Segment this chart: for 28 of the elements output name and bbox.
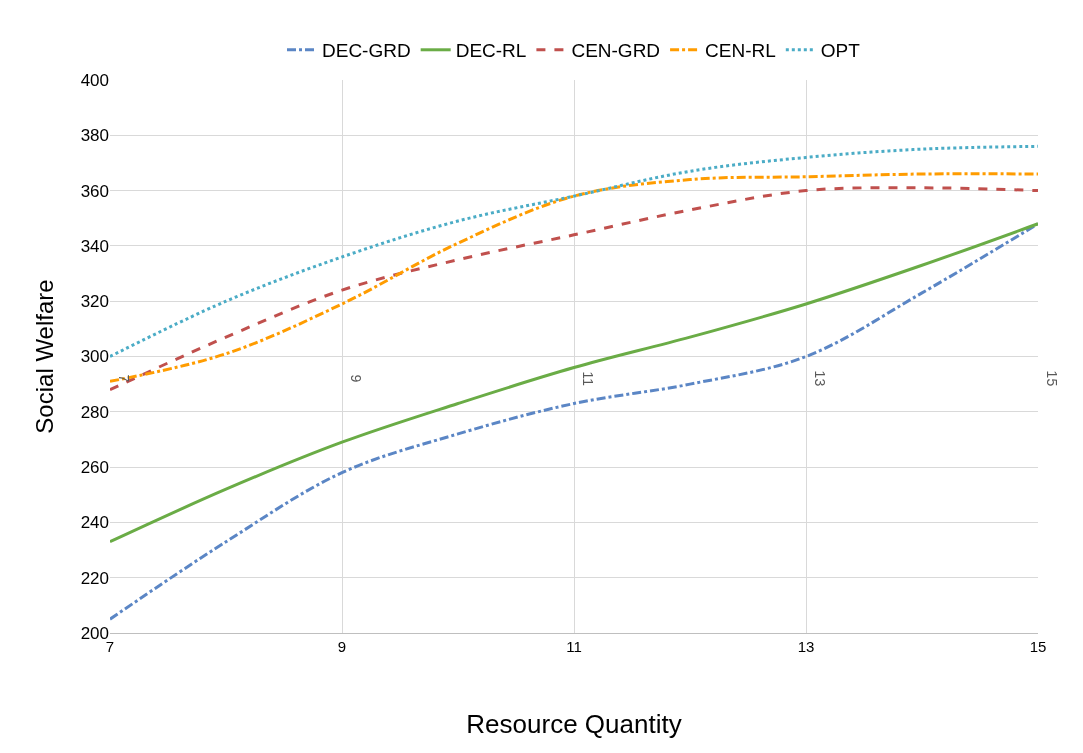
y-tick-label: 240 — [80, 513, 109, 533]
annotation: 13 — [811, 370, 828, 387]
y-tick-label: 400 — [80, 70, 109, 90]
x-axis-title: Resource Quantity — [466, 708, 682, 739]
legend-label: CEN-GRD — [571, 40, 661, 62]
legend-label: OPT — [820, 40, 861, 62]
y-tick-label: 380 — [80, 126, 109, 146]
line-series — [110, 222, 1038, 544]
y-tick-label: 320 — [80, 292, 109, 312]
y-tick-label: 340 — [80, 236, 109, 256]
line-series — [110, 144, 1038, 358]
annotation: 7 — [115, 374, 132, 383]
text: 15 — [1043, 370, 1060, 387]
y-tick-label: 220 — [80, 568, 109, 588]
legend-label: DEC-RL — [455, 40, 527, 62]
y-tick-label: 260 — [80, 458, 109, 478]
x-tick-label: 9 — [337, 638, 347, 655]
legend-label: DEC-GRD — [322, 40, 411, 62]
annotation: 11 — [579, 371, 596, 387]
y-axis-title: Social Welfare — [30, 279, 58, 434]
x-tick-label: 15 — [1029, 638, 1047, 655]
annotation: 9 — [347, 374, 364, 383]
legend-label: CEN-RL — [705, 40, 776, 62]
y-tick-label: 300 — [80, 347, 109, 367]
x-tick-label: 11 — [566, 638, 582, 655]
y-tick-label: 280 — [80, 402, 109, 422]
x-tick-label: 13 — [797, 638, 815, 655]
y-tick-label: 360 — [80, 181, 109, 201]
